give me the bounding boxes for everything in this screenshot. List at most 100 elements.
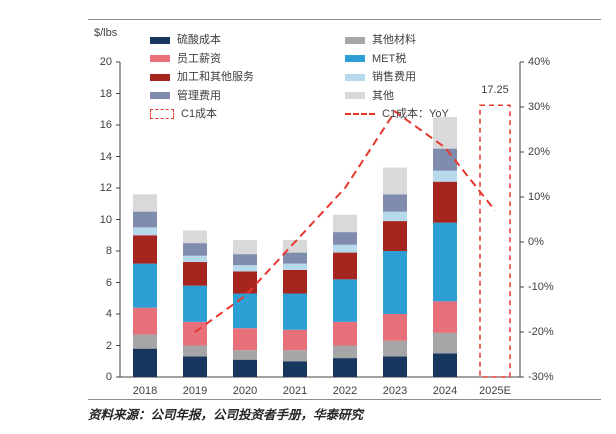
stacked-bar-segment bbox=[183, 255, 207, 263]
forecast-outline-bar bbox=[479, 104, 511, 378]
stacked-bar-segment bbox=[283, 361, 307, 377]
legend-item: 管理费用 bbox=[150, 89, 221, 103]
legend-label: MET税 bbox=[372, 52, 407, 65]
stacked-bar-segment bbox=[233, 293, 257, 329]
legend-swatch-box bbox=[345, 73, 365, 81]
top-divider bbox=[88, 19, 601, 20]
source-note: 资料来源：公司年报，公司投资者手册，华泰研究 bbox=[88, 408, 364, 422]
stacked-bar-segment bbox=[233, 359, 257, 377]
stacked-bar-segment bbox=[283, 350, 307, 362]
stacked-bar-segment bbox=[283, 252, 307, 264]
left-axis-tick-label: 20 bbox=[99, 56, 112, 68]
legend-item: 员工薪资 bbox=[150, 52, 221, 66]
left-axis-tick-label: 8 bbox=[105, 245, 112, 257]
stacked-bar-segment bbox=[133, 211, 157, 228]
legend-label: 销售费用 bbox=[372, 71, 416, 83]
stacked-bar-segment bbox=[283, 269, 307, 294]
stacked-bar-segment bbox=[133, 334, 157, 349]
legend-item: 其他 bbox=[345, 89, 394, 103]
legend-item: 销售费用 bbox=[345, 70, 416, 84]
stacked-bar-segment bbox=[183, 262, 207, 286]
stacked-bar-segment bbox=[383, 221, 407, 251]
stacked-bar-segment bbox=[333, 279, 357, 322]
legend-swatch-dashed-box bbox=[150, 109, 174, 119]
stacked-bar-segment bbox=[383, 251, 407, 314]
legend-item: MET税 bbox=[345, 52, 406, 66]
stacked-bar-segment bbox=[433, 181, 457, 223]
right-axis-tick-label: -20% bbox=[528, 326, 554, 338]
stacked-bar-segment bbox=[433, 332, 457, 354]
stacked-bar-segment bbox=[283, 293, 307, 330]
x-axis-tick-label: 2018 bbox=[132, 385, 158, 397]
stacked-bar-segment bbox=[333, 345, 357, 359]
stacked-bar-segment bbox=[333, 214, 357, 233]
stacked-bar-segment bbox=[383, 356, 407, 377]
right-axis-tick-label: 40% bbox=[528, 56, 551, 68]
stacked-bar-segment bbox=[183, 243, 207, 256]
stacked-bar-segment bbox=[383, 340, 407, 357]
right-axis-tick-label: -10% bbox=[528, 281, 554, 293]
stacked-bar-segment bbox=[433, 222, 457, 302]
stacked-bar-segment bbox=[383, 167, 407, 195]
legend-swatch-box bbox=[150, 55, 170, 62]
right-axis-tick-label: 30% bbox=[528, 101, 551, 113]
stacked-bar-segment bbox=[383, 314, 407, 341]
legend-label: 硫酸成本 bbox=[177, 34, 221, 46]
left-axis-tick-label: 18 bbox=[99, 87, 112, 100]
stacked-bar-segment bbox=[133, 235, 157, 264]
stacked-bar-segment bbox=[283, 263, 307, 270]
stacked-bar-segment bbox=[333, 321, 357, 346]
stacked-bar-segment bbox=[433, 170, 457, 182]
stacked-bar-segment bbox=[233, 328, 257, 351]
legend-swatch-box bbox=[345, 36, 365, 44]
left-axis-tick-label: 10 bbox=[99, 213, 112, 226]
stacked-bar-segment bbox=[183, 321, 207, 346]
right-axis-tick-label: 0% bbox=[528, 236, 544, 248]
legend-label: 加工和其他服务 bbox=[177, 71, 254, 83]
stacked-bar-segment bbox=[333, 244, 357, 253]
left-axis-tick-label: 2 bbox=[105, 339, 112, 352]
stacked-bar-segment bbox=[133, 307, 157, 335]
stacked-bar-segment bbox=[183, 230, 207, 244]
legend-item: C1成本 bbox=[150, 107, 217, 121]
x-axis-tick-label: 2025E bbox=[479, 385, 511, 397]
stacked-bar-segment bbox=[433, 148, 457, 171]
stacked-bar-segment bbox=[233, 254, 257, 266]
left-axis-tick-label: 12 bbox=[99, 182, 112, 194]
left-axis-tick-label: 4 bbox=[105, 308, 112, 320]
stacked-bar-segment bbox=[133, 263, 157, 308]
legend-label: C1成本：YoY bbox=[382, 108, 449, 120]
stacked-bar-segment bbox=[283, 239, 307, 253]
legend-label: 其他 bbox=[372, 89, 394, 102]
legend-swatch-box bbox=[345, 55, 365, 62]
legend-item: C1成本：YoY bbox=[345, 107, 449, 121]
left-axis-unit-label: $/lbs bbox=[94, 27, 118, 39]
stacked-bar-segment bbox=[333, 358, 357, 377]
stacked-bar-segment bbox=[183, 345, 207, 357]
stacked-bar-segment bbox=[133, 348, 157, 377]
right-axis-tick-label: -30% bbox=[528, 371, 554, 383]
legend-swatch-box bbox=[150, 92, 170, 99]
source-divider bbox=[88, 399, 601, 400]
stacked-bar-segment bbox=[233, 239, 257, 255]
legend-swatch-box bbox=[345, 92, 365, 99]
stacked-bar-segment bbox=[183, 285, 207, 322]
legend-swatch-dashed-line bbox=[345, 113, 375, 115]
legend-label: C1成本 bbox=[181, 108, 218, 120]
stacked-bar-segment bbox=[433, 301, 457, 333]
stacked-bar-segment bbox=[333, 252, 357, 280]
x-axis-tick-label: 2020 bbox=[232, 385, 258, 397]
stacked-bar-segment bbox=[383, 194, 407, 212]
right-axis-tick-label: 20% bbox=[528, 146, 551, 158]
stacked-bar-segment bbox=[333, 232, 357, 245]
left-axis-tick-label: 0 bbox=[105, 371, 112, 383]
left-axis-tick-label: 16 bbox=[99, 119, 112, 131]
x-axis-tick-label: 2024 bbox=[432, 385, 458, 397]
stacked-bar-segment bbox=[133, 194, 157, 212]
legend-item: 硫酸成本 bbox=[150, 33, 221, 47]
left-axis-tick-label: 14 bbox=[99, 150, 112, 163]
x-axis-tick-label: 2021 bbox=[282, 385, 308, 397]
stacked-bar-segment bbox=[233, 265, 257, 272]
